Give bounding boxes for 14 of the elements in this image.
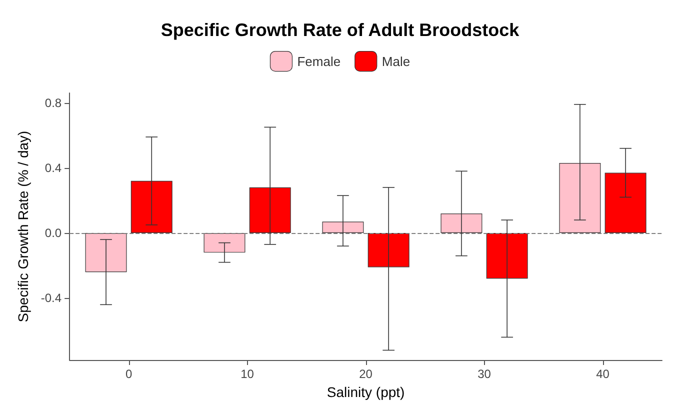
- x-tick-label: 30: [478, 367, 492, 381]
- x-axis-title: Salinity (ppt): [326, 384, 405, 400]
- x-tick-label: 0: [125, 367, 132, 381]
- y-tick-label: 0.0: [44, 226, 62, 240]
- x-tick-label: 20: [359, 367, 373, 381]
- y-axis-title: Specific Growth Rate (% / day): [15, 130, 31, 322]
- chart-title: Specific Growth Rate of Adult Broodstock: [160, 20, 520, 40]
- y-tick-label: 0.4: [44, 160, 62, 175]
- x-tick-label: 40: [596, 367, 610, 381]
- legend-label: Male: [382, 54, 410, 69]
- y-tick-label: -0.4: [40, 291, 62, 306]
- x-tick-label: 10: [240, 367, 254, 381]
- y-tick-label: 0.8: [44, 96, 62, 110]
- legend-label: Female: [297, 54, 341, 69]
